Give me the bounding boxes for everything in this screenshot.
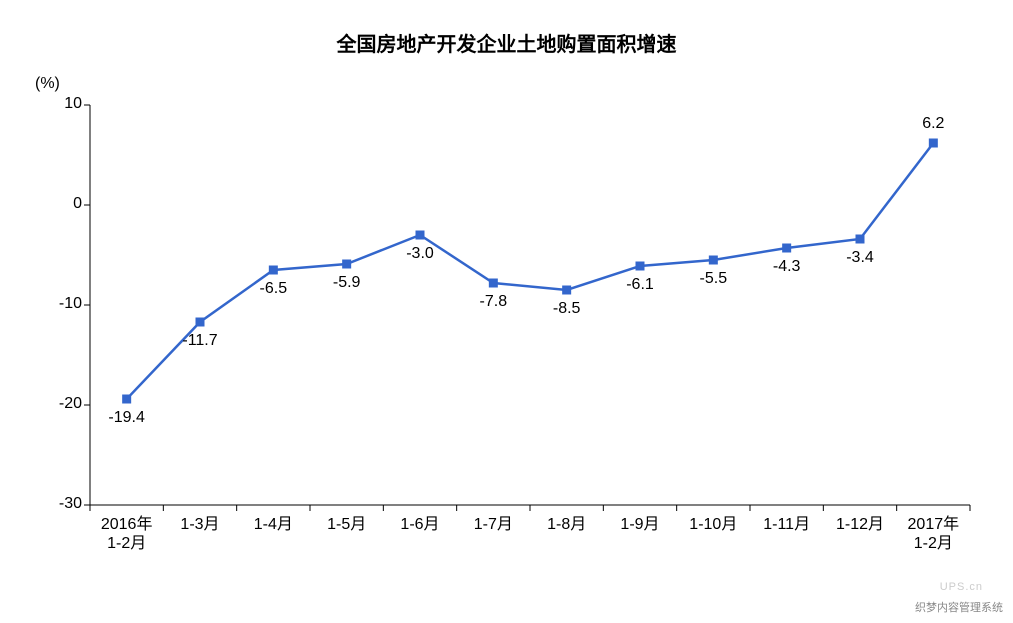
- x-tick-label: 1-10月: [677, 515, 750, 534]
- y-tick-label: -20: [32, 395, 82, 413]
- x-tick-label: 2016年 1-2月: [90, 515, 163, 553]
- data-point-label: -7.8: [480, 293, 508, 311]
- watermark: UPS.cn: [940, 581, 983, 593]
- x-tick-label: 1-7月: [457, 515, 530, 534]
- x-tick-label: 1-3月: [163, 515, 236, 534]
- x-tick-label: 2017年 1-2月: [897, 515, 970, 553]
- data-point-label: -11.7: [182, 332, 217, 350]
- data-point-label: 6.2: [922, 115, 944, 133]
- x-tick-label: 1-9月: [603, 515, 676, 534]
- data-point-label: -5.5: [700, 270, 728, 288]
- y-tick-label: -10: [32, 295, 82, 313]
- x-tick-label: 1-12月: [823, 515, 896, 534]
- y-tick-label: 0: [32, 195, 82, 213]
- data-point-label: -6.1: [626, 276, 654, 294]
- footer-text: 织梦内容管理系统: [915, 599, 1003, 615]
- x-tick-label: 1-8月: [530, 515, 603, 534]
- data-point-label: -3.4: [846, 249, 874, 267]
- data-point-label: -4.3: [773, 258, 801, 276]
- data-point-label: -5.9: [333, 274, 361, 292]
- y-tick-label: -30: [32, 495, 82, 513]
- x-tick-label: 1-5月: [310, 515, 383, 534]
- data-point-label: -6.5: [260, 280, 288, 298]
- data-point-label: -19.4: [108, 409, 144, 427]
- x-tick-label: 1-6月: [383, 515, 456, 534]
- data-point-label: -8.5: [553, 300, 581, 318]
- y-tick-label: 10: [32, 95, 82, 113]
- x-tick-label: 1-4月: [237, 515, 310, 534]
- x-tick-label: 1-11月: [750, 515, 823, 534]
- data-point-label: -3.0: [406, 245, 434, 263]
